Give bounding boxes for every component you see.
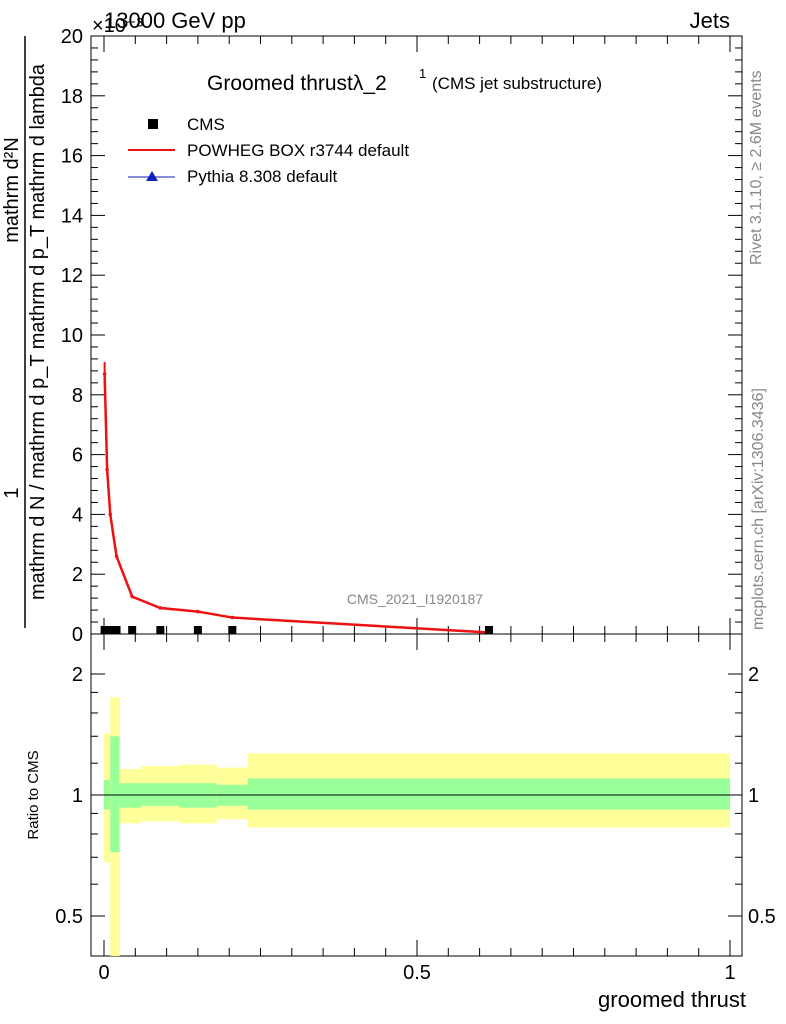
powheg-point-7 xyxy=(230,615,235,620)
ratio-ytick-label-1: 1 xyxy=(72,785,83,807)
xtick-label-1: 0.5 xyxy=(403,962,431,984)
ratio-ytick-label-0: 0.5 xyxy=(55,906,83,928)
cms-series xyxy=(100,626,493,634)
legend-powheg-label: POWHEG BOX r3744 default xyxy=(187,141,409,160)
main-ytick-label-6: 12 xyxy=(61,265,83,287)
cms-point-5 xyxy=(156,626,165,634)
category-label: Jets xyxy=(690,8,730,33)
plot-title-superscript: 1 xyxy=(419,66,426,81)
ratio-ytick-label-right-1: 1 xyxy=(748,785,759,807)
main-ytick-label-9: 18 xyxy=(61,86,83,108)
y-label-numerator: mathrm d²N xyxy=(1,137,23,243)
main-ytick-label-8: 16 xyxy=(61,146,83,168)
ratio-ytick-label-2: 2 xyxy=(72,664,83,686)
ratio-inner-band-3 xyxy=(141,783,180,806)
y-label-left: mathrm d N / mathrm d p_T mathrm d p_T m… xyxy=(27,63,49,600)
energy-label: 13000 GeV pp xyxy=(104,8,246,33)
legend-pythia-label: Pythia 8.308 default xyxy=(187,167,338,186)
ratio-ytick-label-right-0: 0.5 xyxy=(748,906,776,928)
legend-pythia-marker xyxy=(146,171,158,181)
cms-point-8 xyxy=(484,626,493,634)
analysis-watermark: CMS_2021_I1920187 xyxy=(347,591,483,607)
x-axes: 0 0.5 1 xyxy=(98,36,736,984)
cms-point-2 xyxy=(106,626,115,634)
cms-point-7 xyxy=(228,626,237,634)
powheg-point-5 xyxy=(158,606,163,610)
xtick-label-2: 1 xyxy=(724,962,735,984)
legend: CMS POWHEG BOX r3744 default Pythia 8.30… xyxy=(128,115,409,186)
ratio-bands xyxy=(104,697,731,956)
main-ytick-label-2: 4 xyxy=(72,504,83,526)
legend-cms-marker xyxy=(148,119,158,129)
main-ytick-label-10: 20 xyxy=(61,26,83,48)
main-ytick-label-4: 8 xyxy=(72,385,83,407)
xtick-label-0: 0 xyxy=(98,962,109,984)
main-ytick-label-5: 10 xyxy=(61,325,83,347)
x-axis-label: groomed thrust xyxy=(598,987,746,1012)
main-ytick-label-1: 2 xyxy=(72,564,83,586)
legend-cms-label: CMS xyxy=(187,115,225,134)
main-ytick-label-3: 6 xyxy=(72,445,83,467)
plot-title: Groomed thrustλ_2 xyxy=(207,72,387,95)
powheg-point-4 xyxy=(130,594,134,599)
main-axes: 0 2 4 6 8 10 12 14 16 18 20 xyxy=(61,26,742,646)
rivet-label: Rivet 3.1.10, ≥ 2.6M events xyxy=(748,70,765,265)
powheg-point-1 xyxy=(105,467,109,472)
cms-point-6 xyxy=(193,626,202,634)
powheg-point-2 xyxy=(108,512,113,517)
ratio-inner-band-1 xyxy=(110,736,120,853)
scale-label: ×10⁻³ xyxy=(92,15,143,37)
plot-subtitle: (CMS jet substructure) xyxy=(432,74,602,93)
ratio-y-label: Ratio to CMS xyxy=(25,750,42,839)
main-ytick-label-0: 0 xyxy=(72,624,83,646)
cms-point-4 xyxy=(128,626,137,634)
ratio-ytick-label-right-2: 2 xyxy=(748,664,759,686)
y-label-prefix: 1 xyxy=(1,487,23,498)
powheg-point-3 xyxy=(114,554,119,559)
ratio-inner-band-6 xyxy=(247,778,731,810)
powheg-point-6 xyxy=(196,609,200,614)
cms-point-3 xyxy=(112,626,121,634)
powheg-series xyxy=(102,361,491,635)
ratio-axes: 0.5 0.5 1 1 2 2 xyxy=(55,664,776,928)
mcplots-label: mcplots.cern.ch [arXiv:1306.3436] xyxy=(750,388,767,630)
main-ytick-label-7: 14 xyxy=(61,205,83,227)
